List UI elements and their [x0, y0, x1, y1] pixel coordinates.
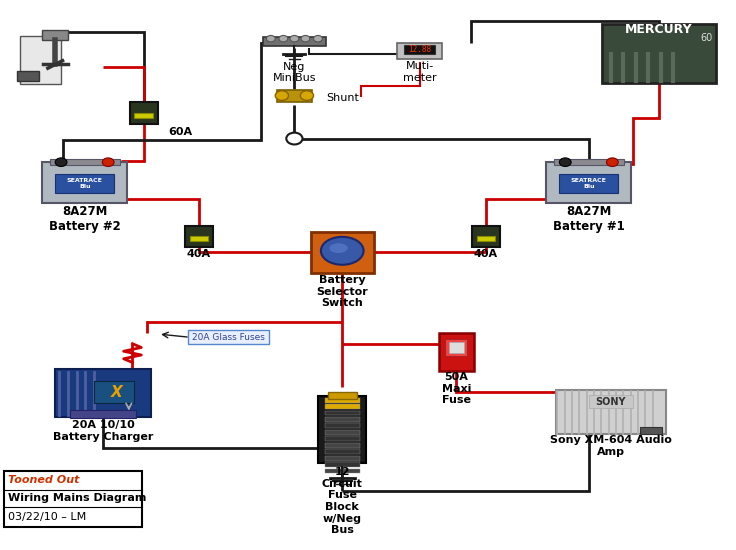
Text: Neg
MiniBus: Neg MiniBus [272, 62, 316, 84]
Circle shape [290, 35, 299, 42]
Text: Shunt: Shunt [326, 93, 359, 103]
FancyBboxPatch shape [325, 436, 360, 441]
FancyBboxPatch shape [188, 331, 269, 344]
Text: 20A Glass Fuses: 20A Glass Fuses [191, 333, 265, 342]
FancyBboxPatch shape [42, 30, 68, 40]
FancyBboxPatch shape [318, 396, 367, 463]
Circle shape [300, 91, 314, 101]
Text: X: X [110, 384, 122, 399]
Ellipse shape [321, 237, 364, 265]
FancyBboxPatch shape [4, 471, 142, 527]
FancyBboxPatch shape [325, 462, 360, 467]
Circle shape [606, 158, 618, 167]
FancyBboxPatch shape [556, 390, 666, 435]
FancyBboxPatch shape [554, 159, 623, 166]
Circle shape [559, 158, 571, 167]
FancyBboxPatch shape [185, 226, 213, 247]
FancyBboxPatch shape [50, 159, 119, 166]
Circle shape [266, 35, 275, 42]
Text: Sony XM-604 Audio
Amp: Sony XM-604 Audio Amp [550, 435, 672, 456]
Circle shape [55, 158, 67, 167]
FancyBboxPatch shape [640, 427, 662, 434]
FancyBboxPatch shape [134, 113, 153, 118]
FancyBboxPatch shape [546, 162, 631, 203]
Text: 40A: 40A [187, 249, 210, 259]
FancyBboxPatch shape [277, 90, 312, 102]
Text: 8A27M
Battery #2: 8A27M Battery #2 [49, 205, 121, 233]
FancyBboxPatch shape [55, 174, 114, 193]
Circle shape [314, 35, 322, 42]
Ellipse shape [330, 243, 347, 253]
Text: 03/22/10 – LM: 03/22/10 – LM [8, 512, 86, 522]
FancyBboxPatch shape [325, 430, 360, 434]
FancyBboxPatch shape [325, 417, 360, 422]
Text: MERCURY: MERCURY [625, 23, 693, 36]
FancyBboxPatch shape [325, 456, 360, 460]
Text: 20A 10/10
Battery Charger: 20A 10/10 Battery Charger [53, 420, 153, 442]
Text: Battery
Selector
Switch: Battery Selector Switch [316, 275, 368, 308]
Text: 40A: 40A [474, 249, 498, 259]
FancyBboxPatch shape [472, 226, 500, 247]
FancyBboxPatch shape [325, 424, 360, 428]
Text: Wiring Mains Diagram: Wiring Mains Diagram [8, 493, 146, 503]
FancyBboxPatch shape [20, 36, 60, 84]
Text: 12.88: 12.88 [408, 45, 431, 54]
FancyBboxPatch shape [404, 45, 435, 54]
Text: SONY: SONY [595, 397, 626, 406]
Text: Muti-
meter: Muti- meter [403, 61, 436, 83]
FancyBboxPatch shape [325, 449, 360, 454]
FancyBboxPatch shape [42, 162, 127, 203]
Circle shape [286, 133, 302, 145]
FancyBboxPatch shape [325, 404, 360, 409]
FancyBboxPatch shape [55, 369, 151, 417]
FancyBboxPatch shape [325, 443, 360, 448]
FancyBboxPatch shape [263, 36, 326, 46]
Text: SEATRACE
Blu: SEATRACE Blu [67, 178, 102, 189]
FancyBboxPatch shape [130, 102, 158, 124]
FancyBboxPatch shape [70, 410, 136, 417]
Circle shape [102, 158, 114, 167]
Text: SEATRACE
Blu: SEATRACE Blu [571, 178, 606, 189]
Text: Tooned Out: Tooned Out [8, 475, 79, 485]
FancyBboxPatch shape [589, 395, 633, 409]
FancyBboxPatch shape [94, 381, 134, 403]
FancyBboxPatch shape [397, 43, 442, 59]
FancyBboxPatch shape [559, 174, 618, 193]
Circle shape [301, 35, 310, 42]
FancyBboxPatch shape [445, 339, 467, 355]
Text: 8A27M
Battery #1: 8A27M Battery #1 [553, 205, 625, 233]
FancyBboxPatch shape [17, 72, 39, 81]
Text: 60: 60 [701, 32, 712, 42]
FancyBboxPatch shape [311, 232, 374, 273]
Text: 50A
Maxi
Fuse: 50A Maxi Fuse [442, 372, 471, 405]
FancyBboxPatch shape [325, 398, 360, 403]
FancyBboxPatch shape [328, 392, 357, 399]
Text: 12
Circuit
Fuse
Block
w/Neg
Bus: 12 Circuit Fuse Block w/Neg Bus [322, 468, 363, 535]
FancyBboxPatch shape [477, 236, 495, 241]
FancyBboxPatch shape [325, 469, 360, 474]
FancyBboxPatch shape [449, 342, 464, 353]
Circle shape [275, 91, 289, 101]
Circle shape [279, 35, 288, 42]
FancyBboxPatch shape [439, 333, 474, 371]
Text: 60A: 60A [168, 126, 192, 137]
FancyBboxPatch shape [325, 411, 360, 415]
FancyBboxPatch shape [601, 24, 715, 83]
FancyBboxPatch shape [190, 236, 208, 241]
